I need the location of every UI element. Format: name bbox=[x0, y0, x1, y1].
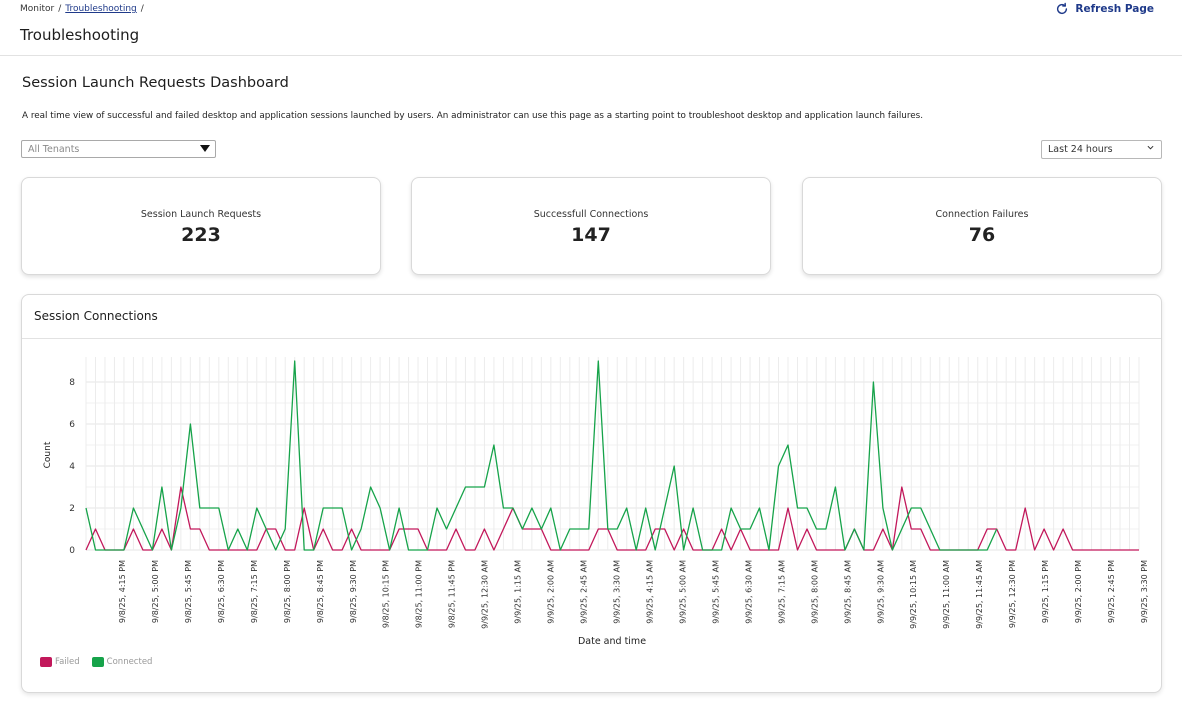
card-value: 76 bbox=[968, 224, 996, 246]
breadcrumb-link-troubleshooting[interactable]: Troubleshooting bbox=[65, 4, 137, 14]
legend-swatch-failed bbox=[40, 657, 52, 667]
y-tick-label: 4 bbox=[69, 462, 75, 472]
series-line-connected bbox=[85, 360, 998, 551]
refresh-page-label: Refresh Page bbox=[1075, 3, 1154, 15]
x-tick-label: 9/9/25, 8:00 AM bbox=[810, 560, 819, 624]
x-tick-label: 9/9/25, 1:15 PM bbox=[1041, 560, 1050, 623]
connection-failures-card: Connection Failures 76 bbox=[802, 177, 1162, 275]
y-tick-label: 0 bbox=[69, 546, 75, 556]
successful-connections-card: Successfull Connections 147 bbox=[411, 177, 771, 275]
y-tick-label: 2 bbox=[69, 504, 75, 514]
x-tick-label: 9/9/25, 10:15 AM bbox=[909, 560, 918, 629]
x-tick-label: 9/9/25, 2:00 AM bbox=[547, 560, 556, 624]
top-bar: Monitor / Troubleshooting / Troubleshooting… bbox=[0, 0, 1182, 56]
card-label: Successfull Connections bbox=[533, 209, 649, 220]
x-tick-label: 9/9/25, 12:30 AM bbox=[481, 560, 490, 629]
breadcrumb: Monitor / Troubleshooting / bbox=[20, 4, 148, 14]
session-launch-requests-card: Session Launch Requests 223 bbox=[21, 177, 381, 275]
x-tick-label: 9/8/25, 4:15 PM bbox=[118, 560, 127, 623]
card-label: Session Launch Requests bbox=[140, 209, 262, 220]
refresh-icon bbox=[1057, 2, 1068, 15]
x-tick-label: 9/9/25, 11:45 AM bbox=[975, 560, 984, 629]
breadcrumb-trailing-separator: / bbox=[140, 4, 144, 14]
chart-panel-header: Session Connections bbox=[22, 295, 1161, 339]
series-line-failed bbox=[85, 486, 1139, 551]
x-tick-label: 9/9/25, 1:15 AM bbox=[514, 560, 523, 624]
y-tick-label: 6 bbox=[69, 420, 75, 430]
x-tick-label: 9/9/25, 2:45 PM bbox=[1107, 560, 1116, 623]
y-tick-label: 8 bbox=[69, 378, 75, 388]
x-tick-label: 9/8/25, 7:15 PM bbox=[250, 560, 259, 623]
x-tick-label: 9/9/25, 7:15 AM bbox=[777, 560, 786, 624]
breadcrumb-monitor: Monitor bbox=[20, 4, 55, 14]
x-tick-label: 9/8/25, 8:00 PM bbox=[283, 560, 292, 623]
legend-swatch-connected bbox=[91, 657, 104, 667]
x-tick-label: 9/9/25, 11:00 AM bbox=[942, 560, 951, 629]
time-range-select[interactable]: Last 24 hours bbox=[1041, 140, 1162, 159]
page-title: Troubleshooting bbox=[20, 26, 140, 44]
x-tick-label: 9/9/25, 5:00 AM bbox=[678, 560, 687, 624]
chart-panel-title: Session Connections bbox=[34, 309, 158, 323]
x-tick-label: 9/8/25, 10:15 PM bbox=[382, 560, 391, 628]
x-tick-label: 9/9/25, 9:30 AM bbox=[876, 560, 885, 624]
time-range-value: Last 24 hours bbox=[1048, 144, 1113, 155]
x-tick-label: 9/8/25, 5:45 PM bbox=[184, 560, 193, 623]
session-connections-panel: Session Connections 0 2 4 6 8 9/8/25, 4:15 PM… bbox=[21, 294, 1162, 693]
x-tick-label: 9/9/25, 5:45 AM bbox=[711, 560, 720, 624]
x-tick-label: 9/8/25, 6:30 PM bbox=[217, 560, 226, 623]
legend-label-failed: Failed bbox=[55, 657, 80, 667]
dashboard-description: A real time view of successful and faile… bbox=[22, 111, 924, 121]
card-label: Connection Failures bbox=[935, 209, 1029, 220]
legend-label-connected: Connected bbox=[106, 657, 153, 667]
card-value: 223 bbox=[181, 224, 221, 246]
legend-item-connected[interactable]: Connected bbox=[91, 657, 153, 667]
x-axis-label: Date and time bbox=[578, 636, 646, 647]
x-tick-label: 9/9/25, 3:30 PM bbox=[1140, 560, 1149, 623]
x-tick-label: 9/9/25, 12:30 PM bbox=[1008, 560, 1017, 628]
x-tick-label: 9/9/25, 2:00 PM bbox=[1074, 560, 1083, 623]
chevron-down-icon bbox=[1147, 145, 1154, 150]
y-axis-label: Count bbox=[43, 441, 53, 468]
x-tick-label: 9/8/25, 8:45 PM bbox=[316, 560, 325, 623]
tenant-select-value: All Tenants bbox=[28, 144, 80, 155]
breadcrumb-separator: / bbox=[58, 4, 62, 14]
x-tick-label: 9/8/25, 11:45 PM bbox=[448, 560, 457, 628]
refresh-page-button[interactable]: Refresh Page bbox=[1055, 2, 1154, 16]
chart-legend: Failed Connected bbox=[40, 657, 152, 667]
x-tick-label: 9/9/25, 8:45 AM bbox=[843, 560, 852, 624]
session-connections-chart: 0 2 4 6 8 9/8/25, 4:15 PM 9/8/25, 5:00 PM 9/8/2… bbox=[43, 357, 1149, 647]
tenant-select[interactable]: All Tenants bbox=[21, 140, 216, 158]
x-tick-label: 9/9/25, 2:45 AM bbox=[580, 560, 589, 624]
x-tick-label: 9/8/25, 9:30 PM bbox=[349, 560, 358, 623]
x-tick-label: 9/8/25, 11:00 PM bbox=[415, 560, 424, 628]
caret-down-icon bbox=[200, 145, 210, 152]
legend-item-failed[interactable]: Failed bbox=[40, 657, 80, 667]
x-tick-label: 9/9/25, 6:30 AM bbox=[744, 560, 753, 624]
dashboard-title: Session Launch Requests Dashboard bbox=[22, 75, 289, 91]
x-tick-label: 9/9/25, 4:15 AM bbox=[645, 560, 654, 624]
x-tick-label: 9/9/25, 3:30 AM bbox=[613, 560, 622, 624]
card-value: 147 bbox=[571, 224, 611, 246]
x-tick-label: 9/8/25, 5:00 PM bbox=[151, 560, 160, 623]
